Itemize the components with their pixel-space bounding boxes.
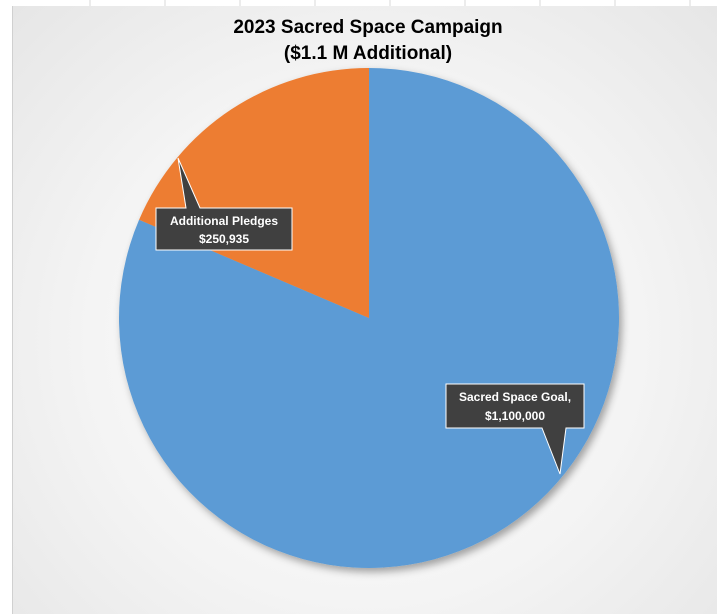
slice-value-sacred-space-goal: $1,100,000 bbox=[485, 409, 545, 423]
slice-additional-pledges bbox=[139, 68, 369, 318]
pie-slices bbox=[119, 68, 619, 569]
chart-title: 2023 Sacred Space Campaign bbox=[233, 17, 502, 38]
slice-sacred-space-goal bbox=[119, 68, 619, 569]
chart-subtitle: ($1.1 M Additional) bbox=[284, 43, 452, 64]
sheet-grid-lines bbox=[89, 0, 691, 6]
slice-label-sacred-space-goal: Sacred Space Goal, bbox=[459, 390, 571, 404]
callout-sacred-space-goal: Sacred Space Goal, $1,100,000 bbox=[445, 383, 585, 475]
slice-value-additional-pledges: $250,935 bbox=[199, 232, 249, 246]
callout-additional-pledges: Additional Pledges $250,935 bbox=[155, 157, 293, 251]
slice-label-additional-pledges: Additional Pledges bbox=[170, 214, 278, 228]
